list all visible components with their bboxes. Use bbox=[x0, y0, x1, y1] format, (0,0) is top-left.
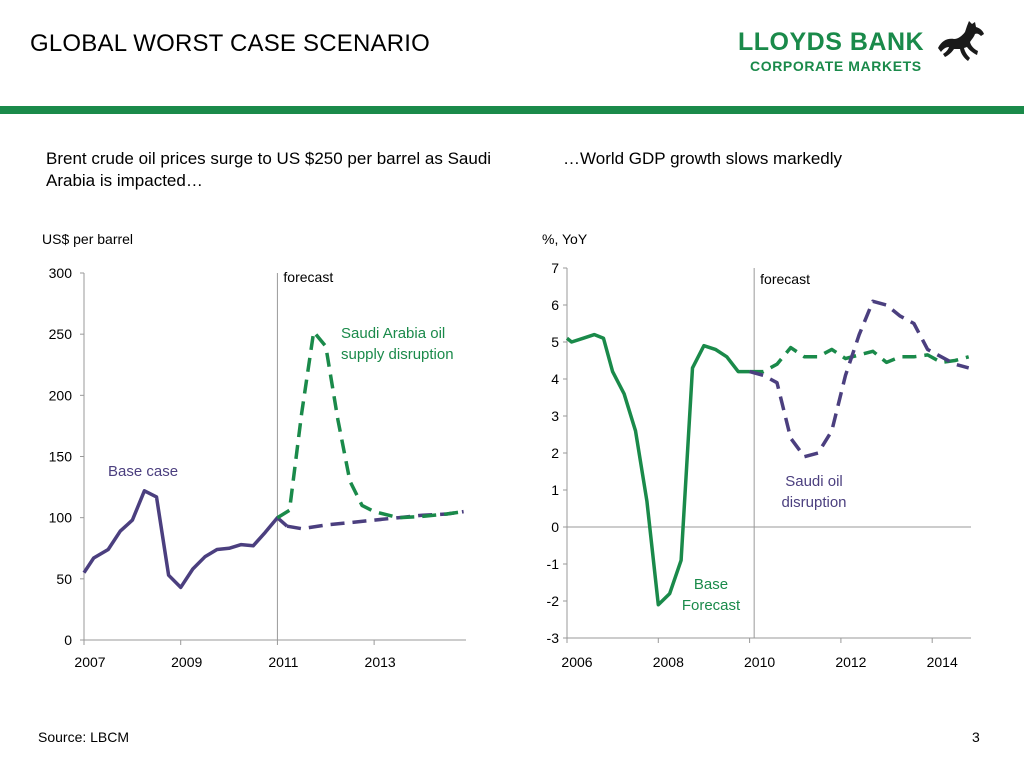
saudi-disruption-label: Saudi Arabia oil bbox=[341, 325, 445, 342]
right-chart-unit-label: %, YoY bbox=[542, 231, 588, 247]
series-line-0 bbox=[565, 332, 750, 607]
forecast-label: forecast bbox=[760, 271, 810, 287]
oil-price-chart: 0 50 100 150 200 250 300 2007 2009 2011 2013 foreca… bbox=[49, 265, 466, 670]
forecast-label: forecast bbox=[283, 269, 333, 285]
gdp-growth-chart: -3 -2 -1 0 1 2 3 4 5 6 7 2006 2008 2010 2012 2014 foreca… bbox=[547, 260, 971, 670]
y-tick-label: -1 bbox=[547, 556, 560, 572]
y-tick-label: 6 bbox=[551, 297, 559, 313]
lloyds-bank-logo: LLOYDS BANK CORPORATE MARKETS bbox=[738, 18, 988, 80]
base-forecast-label: Forecast bbox=[682, 597, 741, 614]
y-tick-label: -2 bbox=[547, 593, 560, 609]
series-line-2 bbox=[276, 329, 464, 520]
saudi-oil-disruption-label: Saudi oil bbox=[785, 473, 843, 490]
y-tick-label: 200 bbox=[49, 387, 73, 403]
y-tick-label: 0 bbox=[551, 519, 559, 535]
y-tick-label: 7 bbox=[551, 260, 559, 276]
y-tick-label: 1 bbox=[551, 482, 559, 498]
y-tick-label: 3 bbox=[551, 408, 559, 424]
logo-wordmark: LLOYDS BANK bbox=[738, 28, 925, 56]
x-tick-label: 2014 bbox=[927, 654, 958, 670]
x-tick-label: 2006 bbox=[561, 654, 592, 670]
saudi-oil-disruption-label: disruption bbox=[781, 494, 846, 511]
x-tick-label: 2012 bbox=[835, 654, 866, 670]
right-chart-subtitle: …World GDP growth slows markedly bbox=[563, 149, 843, 168]
y-tick-label: 100 bbox=[49, 510, 73, 526]
source-note: Source: LBCM bbox=[38, 729, 130, 745]
series-line-2 bbox=[749, 299, 970, 459]
series-line-0 bbox=[82, 489, 289, 590]
logo-subtitle: CORPORATE MARKETS bbox=[750, 58, 922, 74]
series-line-1 bbox=[749, 345, 970, 374]
y-tick-label: 300 bbox=[49, 265, 73, 281]
x-tick-label: 2011 bbox=[268, 654, 298, 670]
page-title: GLOBAL WORST CASE SCENARIO bbox=[30, 30, 430, 57]
x-tick-label: 2008 bbox=[653, 654, 684, 670]
header-divider bbox=[0, 106, 1024, 114]
left-chart-subtitle: Brent crude oil prices surge to US $250 … bbox=[46, 149, 492, 190]
x-tick-label: 2009 bbox=[171, 654, 202, 670]
y-tick-label: 150 bbox=[49, 449, 73, 465]
y-tick-label: 5 bbox=[551, 334, 559, 350]
y-tick-label: 50 bbox=[56, 571, 72, 587]
x-tick-label: 2007 bbox=[74, 654, 105, 670]
left-chart-unit-label: US$ per barrel bbox=[42, 231, 134, 247]
x-tick-label: 2010 bbox=[744, 654, 775, 670]
y-tick-label: -3 bbox=[547, 630, 560, 646]
y-tick-label: 0 bbox=[64, 632, 72, 648]
page-number: 3 bbox=[972, 729, 980, 745]
y-tick-label: 250 bbox=[49, 326, 73, 342]
y-tick-label: 2 bbox=[551, 445, 559, 461]
y-tick-label: 4 bbox=[551, 371, 559, 387]
series-line-1 bbox=[286, 509, 464, 531]
base-case-label: Base case bbox=[108, 463, 178, 480]
base-forecast-label: Base bbox=[694, 576, 728, 593]
saudi-disruption-label: supply disruption bbox=[341, 346, 454, 363]
x-tick-label: 2013 bbox=[365, 654, 396, 670]
black-horse-icon bbox=[938, 21, 984, 61]
